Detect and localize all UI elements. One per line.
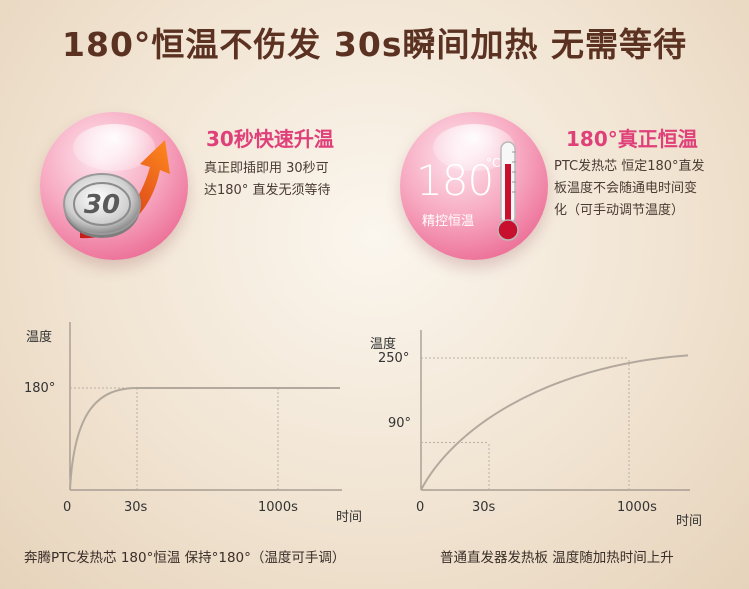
feature-left-desc-1: 真正即插即用 30秒可: [204, 161, 329, 176]
chart1-xlabel: 时间: [336, 510, 363, 525]
chart1-ylabel: 温度: [26, 330, 53, 345]
feature-left-desc-2: 达180° 直发无须等待: [204, 183, 331, 198]
chart1-ytick-180: 180°: [24, 381, 56, 396]
speed-sphere: 30: [40, 112, 188, 260]
feature-right-desc-2: 板温度不会随通电时间变: [554, 181, 698, 196]
chart2-xlabel: 时间: [676, 514, 703, 529]
chart1-xtick-1000s: 1000s: [258, 500, 298, 515]
chart1-caption: 奔腾PTC发热芯 180°恒温 保持°180°（温度可手调）: [24, 550, 346, 566]
feature-right-desc-3: 化（可手动调节温度）: [554, 203, 685, 218]
chart2-xtick-30s: 30s: [472, 500, 496, 515]
chart2-caption: 普通直发器发热板 温度随加热时间上升: [440, 550, 674, 566]
sphere-number: 180: [416, 156, 494, 205]
chart1-origin-label: 0: [63, 500, 72, 515]
chart2-ylabel: 温度: [370, 337, 397, 352]
chart2-series-line: [420, 354, 689, 491]
chart2-ytick-250: 250°: [378, 351, 410, 366]
coin-label: 30: [84, 190, 120, 220]
rising-arrow-icon: [80, 140, 170, 239]
sphere-caption: 精控恒温: [422, 214, 475, 229]
chart1-xtick-30s: 30s: [124, 500, 148, 515]
feature-right-desc-1: PTC发热芯 恒定180°直发: [554, 159, 705, 174]
page-headline: 180°恒温不伤发 30s瞬间加热 无需等待: [62, 25, 687, 64]
chart2-xtick-1000s: 1000s: [617, 500, 657, 515]
constant-temp-sphere: 180 °C 精控恒温: [400, 112, 548, 260]
chart2-ytick-90: 90°: [388, 416, 412, 431]
sphere-unit: °C: [486, 156, 501, 170]
feature-right-title: 180°真正恒温: [566, 127, 698, 151]
chart1-series-line: [69, 387, 340, 491]
coin-arrow-illustration: 30: [63, 140, 170, 239]
feature-left-title: 30秒快速升温: [206, 127, 334, 151]
chart2-origin-label: 0: [416, 500, 425, 515]
thermometer-icon: [497, 141, 519, 241]
